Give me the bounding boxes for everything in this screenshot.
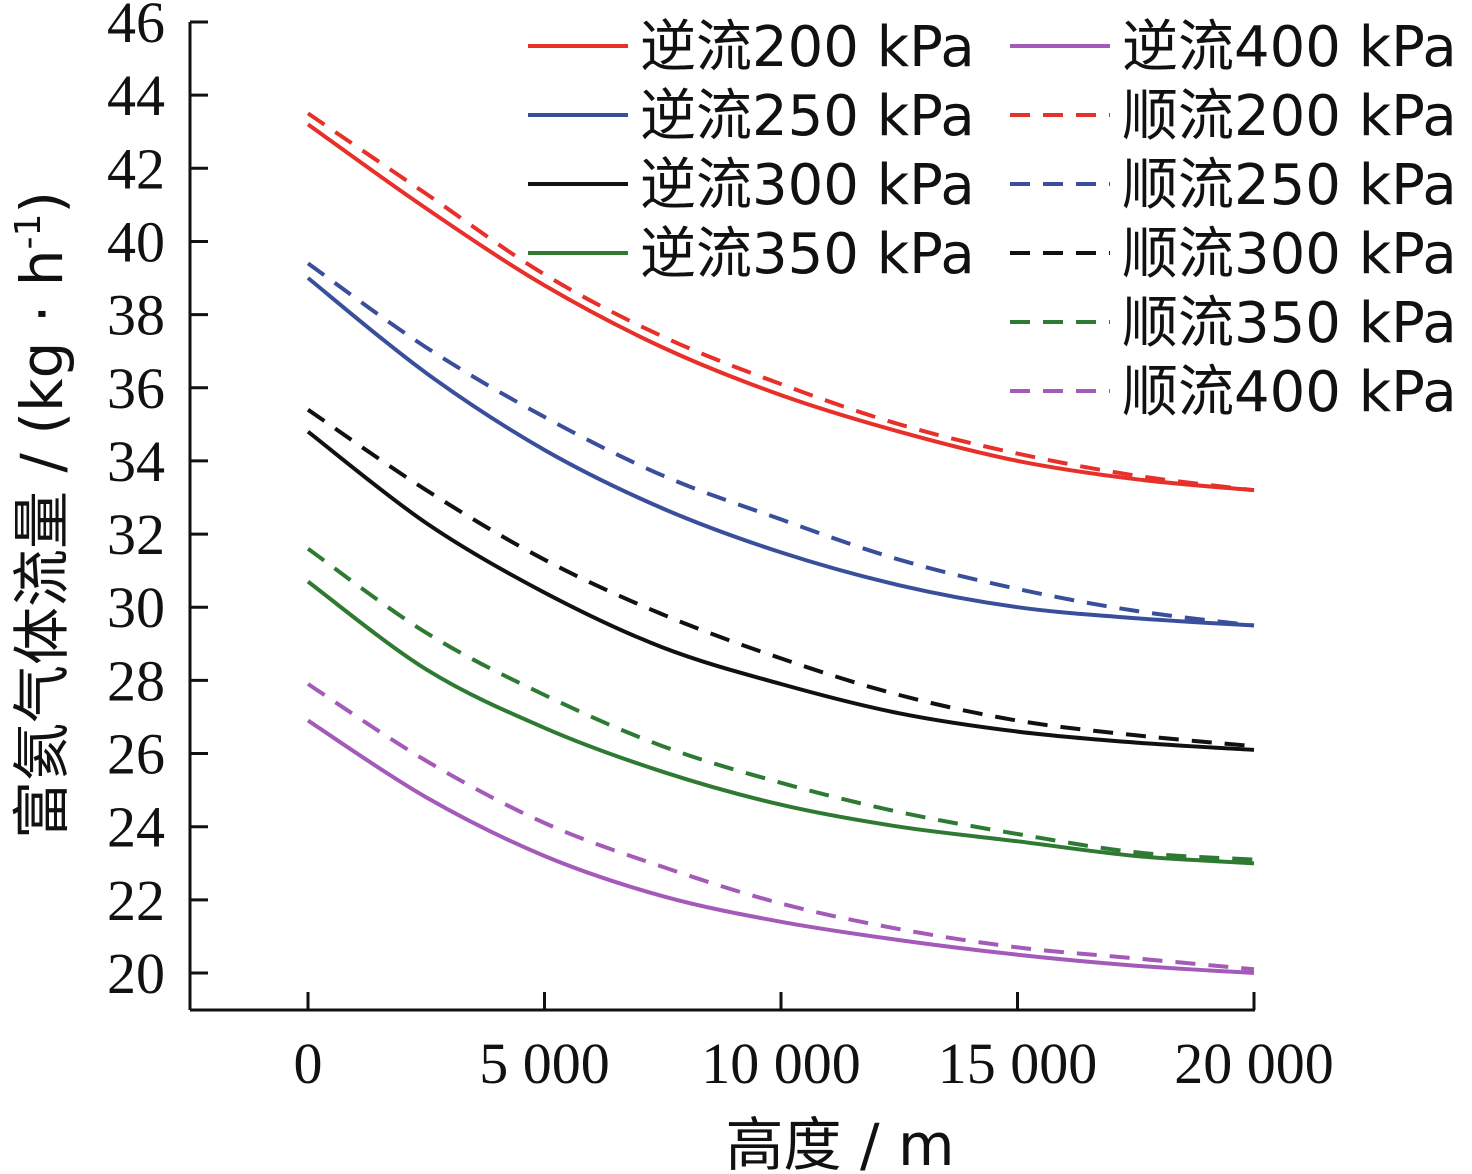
series-line-3 — [306, 579, 1255, 866]
y-tick-label-46: 46 — [107, 0, 165, 55]
x-tick-label-20000: 20 000 — [1174, 1031, 1334, 1096]
series-line-9 — [306, 682, 1255, 972]
series-layer — [306, 111, 1255, 975]
series-line-5 — [306, 111, 1255, 493]
legend-label-5: 顺流200 kPa — [1122, 84, 1457, 149]
legend-label-2: 逆流300 kPa — [640, 153, 975, 218]
series-line-8 — [306, 547, 1255, 862]
y-tick-label-38: 38 — [107, 283, 165, 348]
legend-label-9: 顺流400 kPa — [1122, 360, 1457, 425]
y-tick-label-30: 30 — [107, 575, 165, 640]
y-tick-label-20: 20 — [107, 941, 165, 1006]
y-tick-label-34: 34 — [107, 429, 165, 494]
series-line-7 — [306, 408, 1255, 749]
series-line-6 — [306, 261, 1255, 628]
y-axis-title: 富氦气体流量 / (kg · h-1) — [8, 191, 76, 839]
x-axis-title: 高度 / m — [726, 1111, 955, 1174]
legend-label-8: 顺流350 kPa — [1122, 291, 1457, 356]
series-line-1 — [306, 276, 1255, 628]
series-line-0 — [306, 122, 1255, 493]
y-tick-label-36: 36 — [107, 356, 165, 421]
y-tick-label-26: 26 — [107, 722, 165, 787]
x-tick-label-0: 0 — [294, 1031, 323, 1096]
y-tick-label-42: 42 — [107, 136, 165, 201]
x-ticks: 0 5 000 10 000 15 000 20 000 — [294, 992, 1334, 1096]
legend-label-1: 逆流250 kPa — [640, 84, 975, 149]
axes — [188, 22, 1255, 1012]
legend-label-3: 逆流350 kPa — [640, 222, 975, 287]
y-tick-label-32: 32 — [107, 502, 165, 567]
series-line-4 — [306, 718, 1255, 975]
legend-label-4: 逆流400 kPa — [1122, 15, 1457, 80]
series-line-2 — [306, 430, 1255, 752]
legend-label-0: 逆流200 kPa — [640, 15, 975, 80]
x-tick-label-5000: 5 000 — [479, 1031, 610, 1096]
y-axis-title-main: 富氦气体流量 / (kg · h — [8, 250, 76, 840]
y-tick-label-40: 40 — [107, 209, 165, 274]
legend-label-6: 顺流250 kPa — [1122, 153, 1457, 218]
y-tick-label-22: 22 — [107, 868, 165, 933]
y-tick-label-24: 24 — [107, 795, 165, 860]
y-axis-title-sup: -1 — [8, 214, 49, 250]
x-tick-label-10000: 10 000 — [701, 1031, 861, 1096]
legend-label-7: 顺流300 kPa — [1122, 222, 1457, 287]
y-tick-label-44: 44 — [107, 63, 165, 128]
y-axis-title-close: ) — [8, 191, 76, 214]
y-ticks: 20 22 24 26 28 30 32 34 36 38 40 42 44 46 — [107, 0, 208, 1006]
x-tick-label-15000: 15 000 — [938, 1031, 1098, 1096]
y-tick-label-28: 28 — [107, 648, 165, 713]
